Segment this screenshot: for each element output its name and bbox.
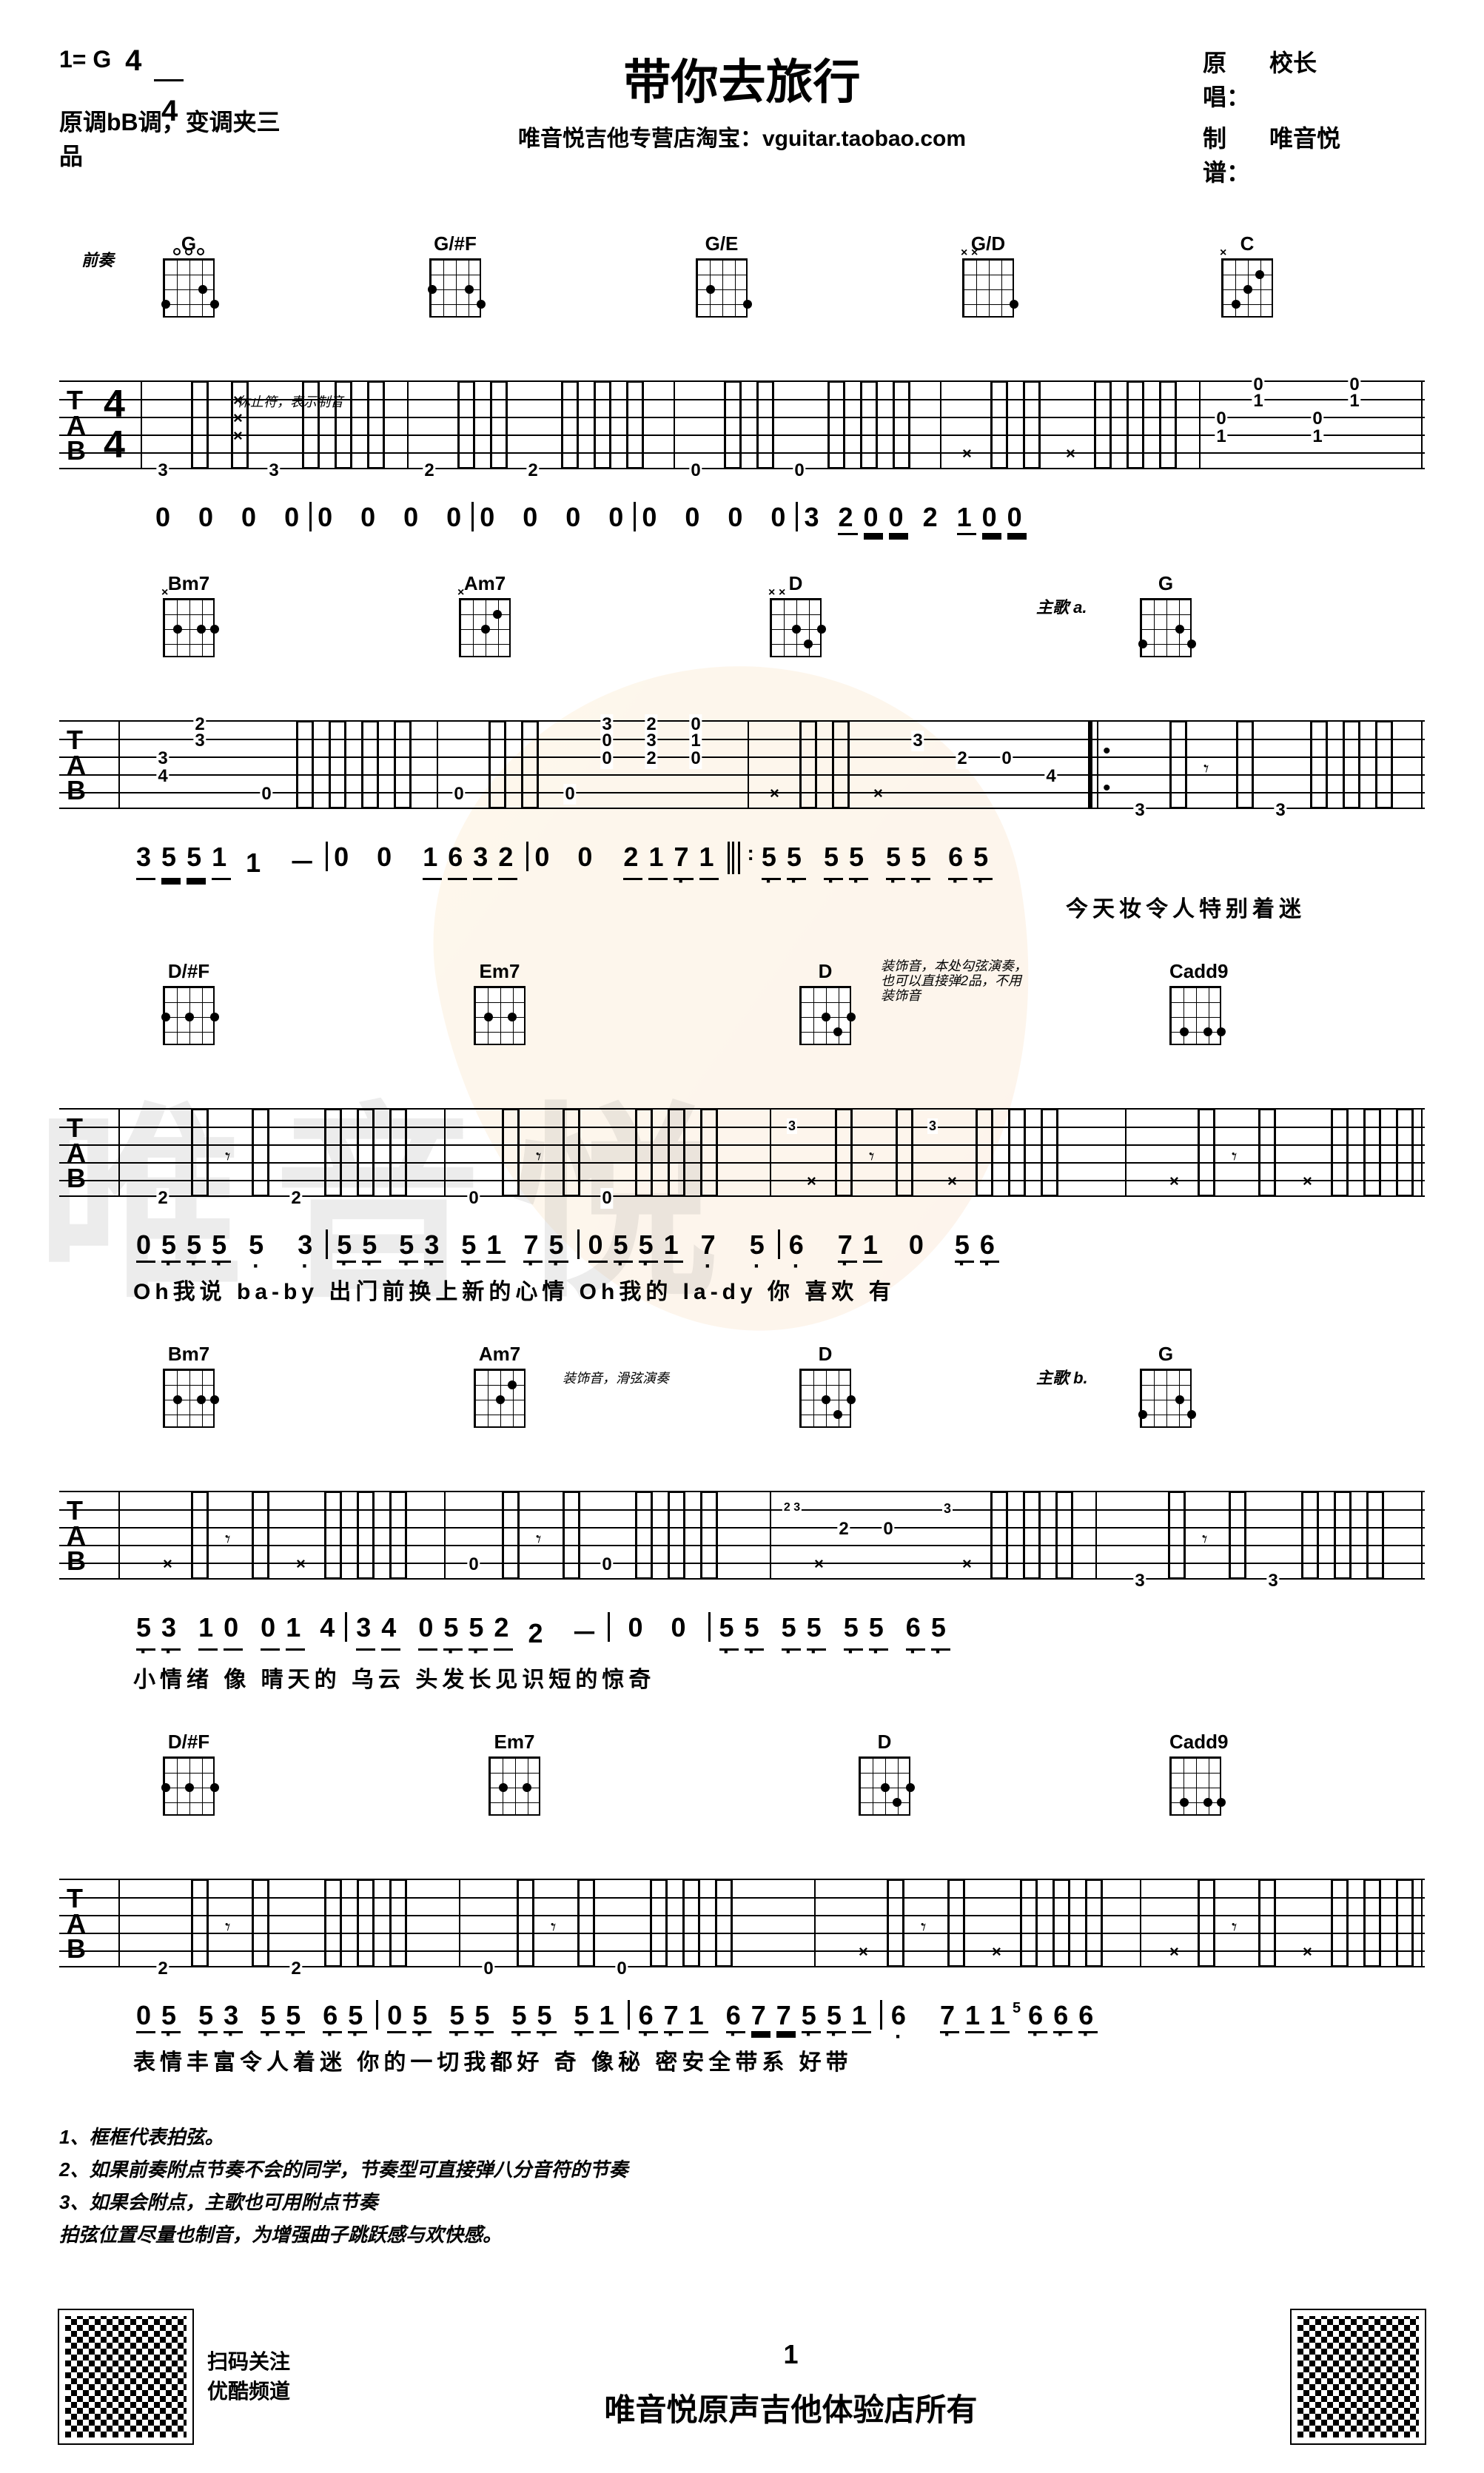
chord-diagram: ××	[770, 598, 822, 657]
jianpu-row: 0 0 0 0 0 0 0 0 0 0 0 0 0 0 0 0 3 200 2 …	[59, 502, 1425, 535]
song-title: 带你去旅行	[281, 44, 1203, 113]
jianpu-row: 3551 1 － 0 0 1632 0 0 2171 : 55 55 55 65	[59, 842, 1425, 880]
chord-diagram	[163, 1756, 215, 1816]
tab-staff: TAB 2 𝄾 2 0 𝄾 0 3 × 𝄾 3 × × 𝄾 ×	[59, 1108, 1425, 1212]
note-line: 拍弦位置尽量也制音，为增强曲子跳跃感与欢快感。	[59, 2218, 1425, 2251]
tab-clef: TAB	[67, 728, 86, 803]
chord-name: D	[799, 960, 851, 983]
system-2: Bm7 × Am7 × D ×× G 主歌 a. TAB • • 34 23 0 0 …	[59, 572, 1425, 923]
annotation-slide: 装饰音，滑弦演奏	[563, 1368, 669, 1387]
system-1: 前奏 G G/#F G/E G/D×× C× TAB 44 3 ××× 3	[59, 232, 1425, 535]
footer-title: 唯音悦原声吉他体验店所有	[290, 2385, 1292, 2430]
qr-code-left	[59, 2310, 192, 2443]
chord-name: Em7	[474, 960, 526, 983]
chord-diagram	[163, 986, 215, 1045]
chord-name: G/D	[962, 232, 1014, 255]
singer: 校长	[1269, 44, 1317, 113]
annotation-grace3: 装饰音	[881, 985, 921, 1004]
singer-label: 原唱：	[1203, 44, 1269, 113]
chord-diagram	[799, 986, 851, 1045]
chord-diagram: ××	[962, 258, 1014, 318]
tabber-label: 制谱：	[1203, 120, 1269, 188]
footer: 扫码关注 优酷频道 1 唯音悦原声吉他体验店所有	[59, 2310, 1425, 2443]
lyrics-row: 今天妆令人特别着迷	[59, 890, 1425, 923]
tab-clef: TAB	[67, 1115, 86, 1191]
chord-diagram	[474, 1369, 526, 1428]
chord-diagram	[1140, 1369, 1192, 1428]
chord-name: G/E	[696, 232, 748, 255]
chord-diagram: ×	[459, 598, 511, 657]
jianpu-row: 0555 5 3 55 53 51 75 0551 7 5 6 71 0 56	[59, 1229, 1425, 1263]
tab-clef: TAB	[67, 1498, 86, 1574]
verse-a-label: 主歌 a.	[1036, 594, 1087, 618]
chord-diagram	[859, 1756, 910, 1816]
note-line: 1、框框代表拍弦。	[59, 2121, 1425, 2153]
time-sig-top: 4	[125, 44, 141, 77]
tab-clef: TAB	[67, 1886, 86, 1962]
chord-name: D	[859, 1731, 910, 1754]
chord-name: G	[1140, 1343, 1192, 1366]
qr-code-right	[1292, 2310, 1425, 2443]
chord-name: Bm7	[163, 1343, 215, 1366]
lyrics-row: 小情绪 像 晴天的 乌云 头发长见识短的惊奇	[59, 1661, 1425, 1694]
jianpu-row: 53 10 01 4 34 0552 2 － 0 0 55 55 55 65	[59, 1612, 1425, 1651]
verse-b-label: 主歌 b.	[1036, 1365, 1088, 1389]
annotation-rest: 休止符，表示制音	[237, 392, 343, 411]
chord-diagram	[1140, 598, 1192, 657]
tab-staff: TAB × 𝄾 × 0 𝄾 0 2 3 ×20 3 × 3 𝄾 3	[59, 1491, 1425, 1594]
chord-diagram	[488, 1756, 540, 1816]
chord-diagram	[163, 1369, 215, 1428]
chord-diagram: ×	[1221, 258, 1273, 318]
chord-name: D	[799, 1343, 851, 1366]
system-5: D/#F Em7 D Cadd9 TAB 2 𝄾 2 0 𝄾 0 × 𝄾 × ×…	[59, 1731, 1425, 2076]
tab-staff: TAB 2 𝄾 2 0 𝄾 0 × 𝄾 × × 𝄾 ×	[59, 1879, 1425, 1982]
chord-name: Cadd9	[1169, 1731, 1228, 1754]
chord-name: Bm7	[163, 572, 215, 595]
chord-name: Am7	[459, 572, 511, 595]
lyrics-row: 表情丰富令人着迷 你的一切我都好 奇 像秘 密安全带系 好带	[59, 2044, 1425, 2076]
tabber: 唯音悦	[1269, 120, 1340, 188]
performance-notes: 1、框框代表拍弦。 2、如果前奏附点节奏不会的同学，节奏型可直接弹八分音符的节奏…	[59, 2121, 1425, 2251]
tune-info: 原调bB调，变调夹三品	[59, 104, 281, 172]
chord-name: C	[1221, 232, 1273, 255]
chord-name: D/#F	[163, 960, 215, 983]
page-number: 1	[290, 2339, 1292, 2370]
note-line: 3、如果会附点，主歌也可用附点节奏	[59, 2186, 1425, 2218]
jianpu-row: 05 53 55 65 05 55 55 51 671 677551 6 711…	[59, 2000, 1425, 2033]
chord-name: Cadd9	[1169, 960, 1228, 983]
chord-diagram	[163, 258, 215, 318]
subtitle: 唯音悦吉他专营店淘宝：vguitar.taobao.com	[281, 120, 1203, 152]
system-3: D/#F Em7 D Cadd9 装饰音，本处勾弦演奏， 也可以直接弹2品，不用…	[59, 960, 1425, 1306]
chord-diagram	[799, 1369, 851, 1428]
chord-diagram	[1169, 986, 1221, 1045]
tab-staff: TAB • • 34 23 0 0 0 300 232 010 × × 32	[59, 720, 1425, 824]
system-4: Bm7 Am7 D G 装饰音，滑弦演奏 主歌 b. TAB × 𝄾 × 0 𝄾…	[59, 1343, 1425, 1694]
tab-clef: TAB	[67, 388, 86, 463]
chord-name: Em7	[488, 1731, 540, 1754]
note-line: 2、如果前奏附点节奏不会的同学，节奏型可直接弹八分音符的节奏	[59, 2153, 1425, 2186]
chord-name: G	[1140, 572, 1192, 595]
qr-label-1: 扫码关注	[207, 2347, 290, 2377]
chord-diagram	[429, 258, 481, 318]
chord-name: Am7	[474, 1343, 526, 1366]
qr-label-2: 优酷频道	[207, 2377, 290, 2406]
chord-diagram	[696, 258, 748, 318]
key-sig: 1= G	[59, 46, 111, 73]
chord-diagram: ×	[163, 598, 215, 657]
header: 1= G 4 . 4 原调bB调，变调夹三品 带你去旅行 唯音悦吉他专营店淘宝：…	[59, 44, 1425, 195]
chord-name: D	[770, 572, 822, 595]
chord-diagram	[1169, 1756, 1221, 1816]
chord-name: D/#F	[163, 1731, 215, 1754]
chord-diagram	[474, 986, 526, 1045]
time-sig: 44	[104, 384, 125, 466]
chord-name: G/#F	[429, 232, 481, 255]
